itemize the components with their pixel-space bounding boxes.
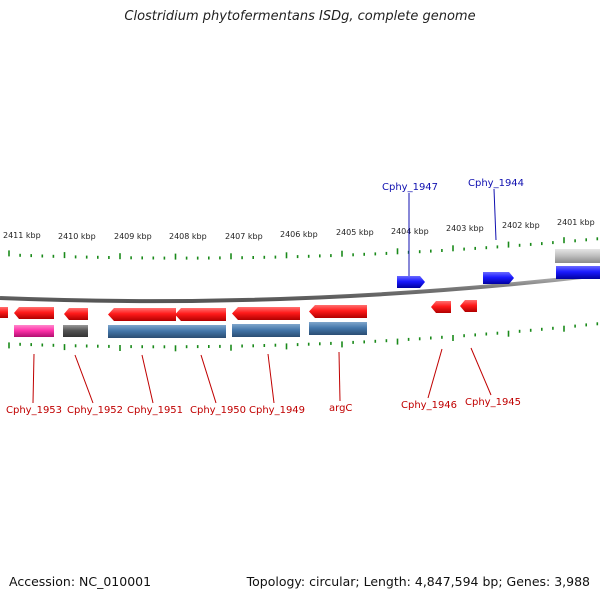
leader-argc: [338, 351, 341, 402]
scale-label-2401: 2401 kbp: [557, 218, 595, 227]
gene-cphy-1947[interactable]: [397, 276, 425, 288]
label-cphy-1946[interactable]: Cphy_1946: [401, 400, 457, 411]
pseudo-cphy-1952[interactable]: [63, 325, 88, 337]
scale-label-2407: 2407 kbp: [225, 232, 263, 241]
cds-cphy-1949[interactable]: [232, 324, 300, 337]
genome-backbone: [0, 273, 600, 304]
gene-argc[interactable]: [309, 305, 367, 318]
gene-labels: Cphy_1947 Cphy_1944 Cphy_1953 Cphy_1952 …: [6, 178, 524, 416]
label-cphy-1951[interactable]: Cphy_1951: [127, 405, 183, 416]
scale-label-2405: 2405 kbp: [336, 228, 374, 237]
gene-cphy-1944[interactable]: [483, 272, 514, 284]
leader-cphy-1951: [141, 354, 154, 404]
label-cphy-1947[interactable]: Cphy_1947: [382, 182, 438, 193]
leader-cphy-1952: [74, 354, 94, 404]
forward-strand-features: [397, 249, 600, 288]
feature-gray-right[interactable]: [555, 249, 600, 263]
gene-cphy-1945[interactable]: [460, 300, 477, 312]
leader-cphy-1946: [427, 348, 443, 399]
genome-stats-footer: Topology: circular; Length: 4,847,594 bp…: [246, 574, 590, 589]
label-cphy-1950[interactable]: Cphy_1950: [190, 405, 246, 416]
label-cphy-1953[interactable]: Cphy_1953: [6, 405, 62, 416]
cds-argc[interactable]: [309, 322, 367, 335]
gene-cphy-1952[interactable]: [64, 308, 88, 320]
gene-blue-right[interactable]: [556, 266, 600, 279]
scale-labels: 2411 kbp 2410 kbp 2409 kbp 2408 kbp 2407…: [3, 218, 595, 241]
scale-label-2402: 2402 kbp: [502, 221, 540, 230]
gene-cphy-1953[interactable]: [14, 307, 54, 319]
scale-label-2403: 2403 kbp: [446, 224, 484, 233]
map-title: Clostridium phytofermentans ISDg, comple…: [124, 9, 476, 24]
rna-cphy-1953[interactable]: [14, 325, 54, 337]
gene-cphy-1949[interactable]: [232, 307, 300, 320]
leader-cphy-1950: [200, 354, 217, 404]
cds-cphy-1951[interactable]: [108, 325, 176, 338]
outer-tick-marks: [8, 237, 599, 260]
leader-cphy-1949: [267, 353, 275, 404]
gene-cphy-1951[interactable]: [108, 308, 176, 321]
label-cphy-1952[interactable]: Cphy_1952: [67, 405, 123, 416]
cds-cphy-1950[interactable]: [176, 325, 226, 338]
scale-label-2409: 2409 kbp: [114, 232, 152, 241]
label-cphy-1944[interactable]: Cphy_1944: [468, 178, 524, 189]
accession-footer: Accession: NC_010001: [9, 574, 152, 589]
gene-cphy-1950[interactable]: [175, 308, 226, 321]
scale-label-2406: 2406 kbp: [280, 230, 318, 239]
label-cphy-1949[interactable]: Cphy_1949: [249, 405, 305, 416]
scale-label-2410: 2410 kbp: [58, 232, 96, 241]
label-cphy-1945[interactable]: Cphy_1945: [465, 397, 521, 408]
leader-cphy-1945: [470, 347, 492, 396]
scale-label-2408: 2408 kbp: [169, 232, 207, 241]
gene-left-edge[interactable]: [0, 307, 8, 318]
label-argc[interactable]: argC: [329, 403, 352, 414]
scale-label-2404: 2404 kbp: [391, 227, 429, 236]
leader-cphy-1944: [493, 188, 497, 241]
gene-cphy-1946[interactable]: [431, 301, 451, 313]
leader-cphy-1953: [32, 353, 35, 404]
inner-tick-marks: [8, 322, 599, 352]
leader-lines: [32, 188, 497, 404]
scale-label-2411: 2411 kbp: [3, 231, 41, 240]
reverse-strand-features: [0, 300, 477, 338]
